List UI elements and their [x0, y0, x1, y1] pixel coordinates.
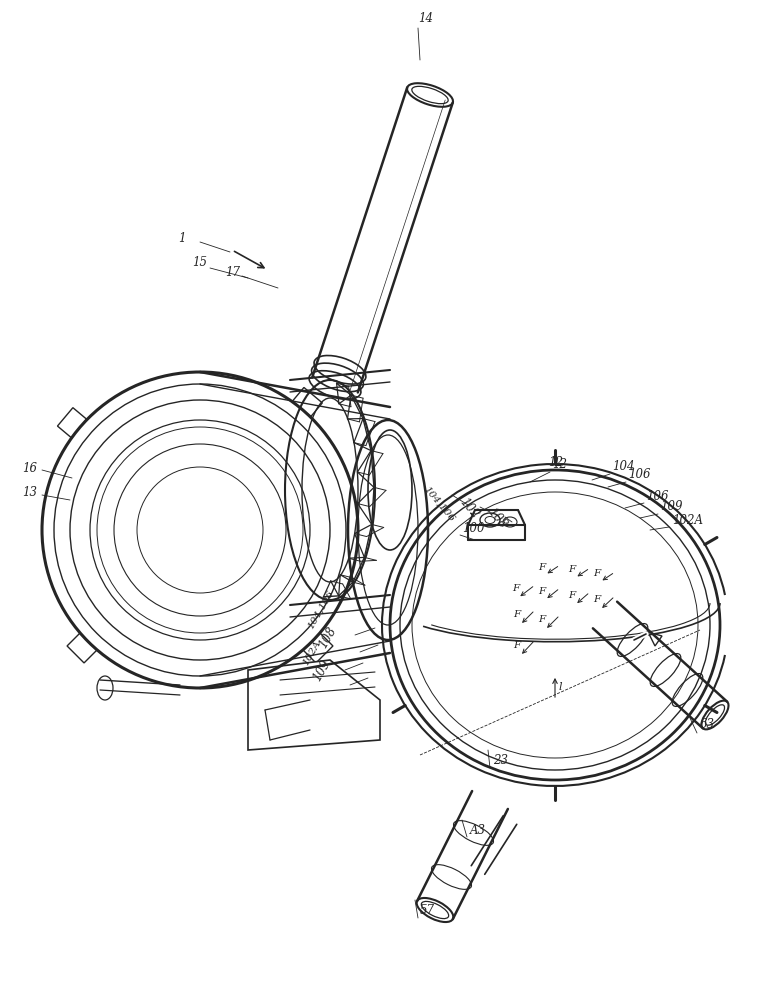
Polygon shape: [303, 633, 333, 663]
Text: 109: 109: [310, 657, 333, 683]
Text: F: F: [594, 570, 601, 578]
Text: 23: 23: [493, 754, 508, 766]
Text: 1: 1: [178, 232, 185, 244]
Text: F: F: [569, 566, 576, 574]
Polygon shape: [292, 387, 322, 417]
Text: 104: 104: [612, 460, 635, 473]
Text: 102A: 102A: [672, 514, 703, 526]
Text: 17: 17: [225, 265, 240, 278]
Text: 12: 12: [548, 456, 563, 468]
Text: 100: 100: [462, 522, 484, 534]
Text: 16: 16: [22, 462, 37, 475]
Polygon shape: [57, 408, 87, 438]
Text: 14: 14: [418, 11, 433, 24]
Text: F: F: [539, 586, 546, 595]
Text: 106: 106: [646, 489, 669, 502]
Text: A3: A3: [470, 824, 486, 836]
Text: l: l: [559, 682, 563, 692]
Text: 104,106: 104,106: [422, 485, 456, 524]
Text: 57: 57: [420, 904, 435, 916]
Polygon shape: [67, 633, 97, 663]
Polygon shape: [248, 660, 380, 750]
Text: 63: 63: [700, 718, 715, 732]
Text: F: F: [594, 595, 601, 604]
Text: 102: 102: [457, 496, 481, 521]
Text: 15: 15: [192, 255, 207, 268]
Text: 104,106: 104,106: [306, 589, 336, 630]
Text: 102A: 102A: [301, 639, 322, 667]
Text: 108: 108: [485, 506, 509, 531]
Text: 108: 108: [316, 624, 339, 650]
Text: F: F: [539, 562, 546, 572]
Text: F: F: [514, 610, 521, 619]
Text: F: F: [512, 584, 520, 593]
Text: 13: 13: [22, 486, 37, 498]
Text: F: F: [539, 615, 546, 624]
Polygon shape: [648, 632, 662, 646]
Text: 106: 106: [628, 468, 650, 482]
Text: 12: 12: [552, 458, 567, 472]
Text: 109: 109: [660, 500, 683, 514]
Text: F: F: [569, 591, 576, 600]
Text: F: F: [514, 641, 521, 650]
